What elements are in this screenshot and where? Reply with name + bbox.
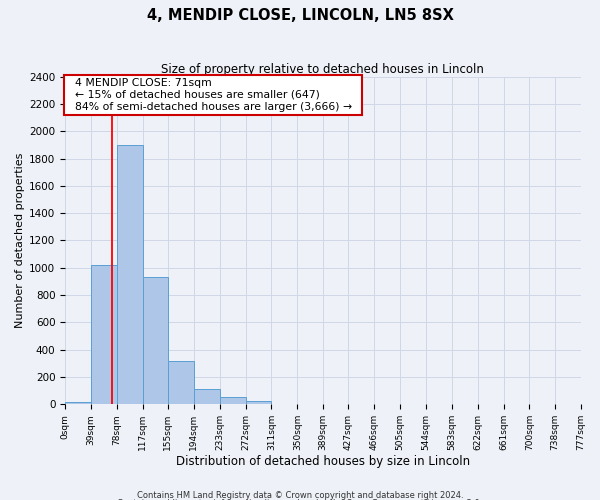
Bar xyxy=(168,360,194,404)
Bar xyxy=(143,278,168,404)
Text: Contains public sector information licensed under the Open Government Licence v3: Contains public sector information licen… xyxy=(118,499,482,500)
Text: 4, MENDIP CLOSE, LINCOLN, LN5 8SX: 4, MENDIP CLOSE, LINCOLN, LN5 8SX xyxy=(146,8,454,22)
Y-axis label: Number of detached properties: Number of detached properties xyxy=(15,153,25,328)
Title: Size of property relative to detached houses in Lincoln: Size of property relative to detached ho… xyxy=(161,62,484,76)
Bar xyxy=(117,145,143,404)
Bar xyxy=(194,389,220,404)
Bar xyxy=(91,265,117,404)
Bar xyxy=(245,401,271,404)
Bar xyxy=(65,402,91,404)
Text: 4 MENDIP CLOSE: 71sqm  
  ← 15% of detached houses are smaller (647)  
  84% of : 4 MENDIP CLOSE: 71sqm ← 15% of detached … xyxy=(68,78,359,112)
X-axis label: Distribution of detached houses by size in Lincoln: Distribution of detached houses by size … xyxy=(176,454,470,468)
Text: Contains HM Land Registry data © Crown copyright and database right 2024.: Contains HM Land Registry data © Crown c… xyxy=(137,490,463,500)
Bar xyxy=(220,398,245,404)
